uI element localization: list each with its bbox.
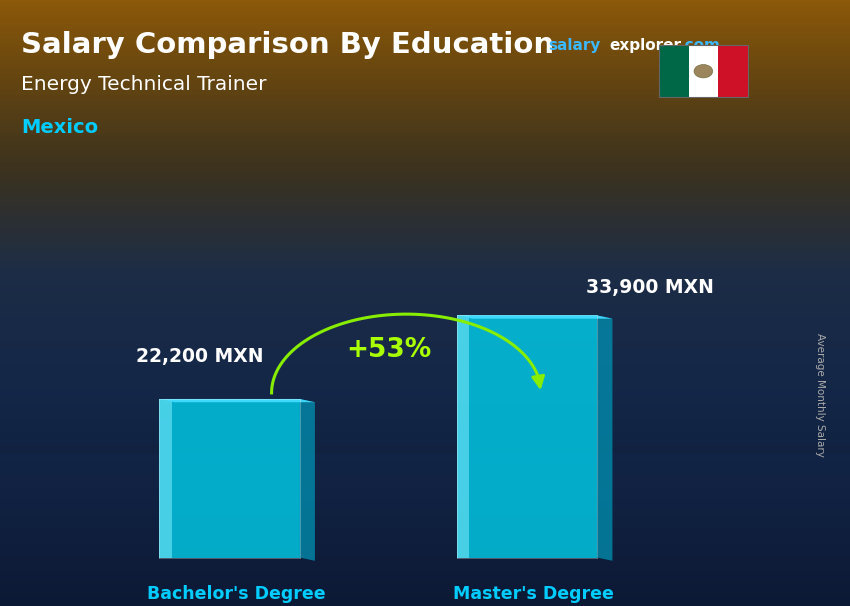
Text: Bachelor's Degree: Bachelor's Degree [147,585,326,603]
Polygon shape [457,315,469,558]
Polygon shape [457,315,597,558]
Text: salary: salary [548,38,601,53]
Bar [659,45,688,97]
Text: explorer: explorer [609,38,682,53]
Polygon shape [457,315,612,319]
Polygon shape [159,399,315,402]
Text: Average Monthly Salary: Average Monthly Salary [815,333,825,458]
Text: .com: .com [679,38,720,53]
Circle shape [694,64,712,78]
Text: 22,200 MXN: 22,200 MXN [136,347,264,365]
Bar [718,45,748,97]
Polygon shape [597,315,612,561]
Polygon shape [159,399,172,558]
Text: Energy Technical Trainer: Energy Technical Trainer [21,75,267,95]
Text: +53%: +53% [347,336,432,362]
Text: Master's Degree: Master's Degree [453,585,615,603]
Text: Salary Comparison By Education: Salary Comparison By Education [21,32,554,59]
Bar [659,45,748,97]
Text: Mexico: Mexico [21,118,99,137]
Bar [688,45,718,97]
Polygon shape [300,399,315,561]
Text: 33,900 MXN: 33,900 MXN [586,278,714,297]
Polygon shape [159,399,300,558]
